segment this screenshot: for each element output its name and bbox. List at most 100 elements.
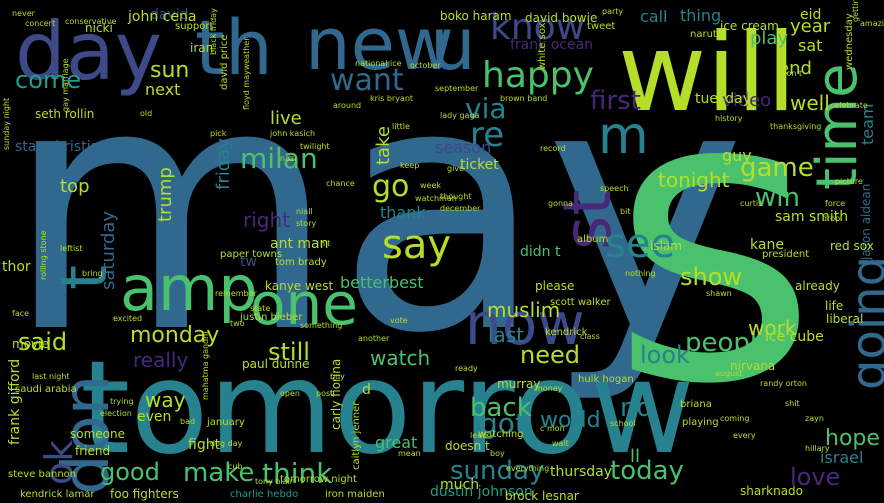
word-bring: bring [82,269,103,278]
word-tom-brady: tom brady [275,257,327,268]
word-love: love [790,463,841,491]
word-david: david [150,7,189,23]
word-thanksgiving: thanksgiving [770,122,822,131]
word-last-night: last night [32,372,70,381]
word-record: record [540,144,566,153]
word-another: another [358,334,390,343]
word-say: say [382,222,452,268]
word-concert: concert [25,19,56,28]
word-won-t: won t [780,69,803,78]
word-caitlyn-jenner: caitlyn jenner [351,401,362,470]
word-ant-man: ant man [270,236,329,252]
word-people: people [685,328,774,358]
word-come: come [15,66,82,94]
word-mean: mean [398,449,421,458]
word-still: still [268,338,310,366]
word-think: think [262,457,333,490]
word-little: little [392,122,410,131]
word-may: may [5,12,746,408]
word-tw: tw [240,254,257,270]
word-please: please [535,279,575,293]
word-nirvana: nirvana [730,359,776,373]
word-scott-walker: scott walker [550,297,611,308]
word-nd: nd [620,393,653,423]
word-happy: happy [482,55,594,96]
word-know: know [490,7,586,48]
word-history: history [715,114,743,123]
word-david-bowie: david bowie [525,11,598,25]
word-thought: thought [440,192,472,201]
word-amazing: amazing [860,19,884,28]
word-hit: hit [320,239,331,248]
word-betterbest: betterbest [340,273,424,292]
word-twilight: twilight [300,142,330,151]
word-world: world [540,408,601,433]
word-zayn: zayn [805,414,824,423]
word-milan: milan [240,142,318,175]
word-nothing: nothing [625,269,656,278]
word-tweet: tweet [587,21,616,32]
word-kendrick: kendrick [545,327,588,338]
word-hope: hope [825,426,880,451]
word-see: see [605,221,676,267]
word-thank: thank [380,203,426,222]
word-buy: buy [330,372,345,381]
word-paul-dunne: paul dunne [242,357,310,371]
word-september: september [435,84,479,93]
word-new: new [305,2,454,86]
word-force: force [825,199,846,208]
word-story: story [296,219,317,228]
word-something: something [300,321,343,330]
word-tomorrow-night: tomorrow night [280,474,357,485]
word-keep: keep [400,161,420,170]
word-niall: niall [296,207,313,216]
word-coming: coming [720,414,750,423]
word-white-sox: white sox [537,22,548,71]
word-party: party [602,7,624,16]
word-support: support [175,21,214,32]
word-gay-marriage: gay marriage [61,58,70,112]
word-gonna: gonna [548,199,574,208]
word-already: already [795,279,840,293]
word-trump: trump [155,167,176,222]
word-look: look [640,341,690,369]
word-boy: boy [490,449,505,458]
word-win: win [755,183,800,213]
word-ticket: ticket [460,157,499,173]
word-work: work [748,316,797,340]
word-said: said [18,328,68,356]
word-take: take [373,126,394,165]
word-mahatma-gandhi: mahatma gandhi [201,331,210,400]
word-sunday: sunday [450,456,545,486]
word-back: back [470,393,532,423]
word-one: one [250,270,358,338]
word-great: great [375,433,418,452]
word-need: need [520,341,580,369]
word-re: re [470,115,505,155]
word-give: give [447,164,464,173]
word-ice-cream: ice cream [720,19,779,33]
word-game: game [740,153,814,183]
word-friend: friend [75,444,111,458]
word-watchman: watchman [415,194,457,203]
word-thursday: thursday [550,464,613,480]
word-brown-band: brown band [500,94,548,103]
word-dog-day: dog day [210,439,243,448]
word-make: make [183,458,255,488]
word-lady-gaga: lady gaga [440,111,480,120]
word-john-kasich: john kasich [270,129,316,138]
word-election: election [100,409,132,418]
word-august: august [715,369,743,378]
word-end: end [778,58,812,79]
word-thor: thor [2,259,31,275]
word-live: live [270,108,302,129]
word-doesn-t: doesn t [445,439,490,453]
word-red-sox: red sox [830,239,874,253]
word-black-friday: black friday [209,8,218,55]
word-muslim: muslim [487,298,561,322]
word-october: october [410,61,441,70]
word-december: december [440,204,481,213]
word-season: season [435,138,492,157]
word-floyd-mayweather: floyd mayweather [242,37,251,110]
